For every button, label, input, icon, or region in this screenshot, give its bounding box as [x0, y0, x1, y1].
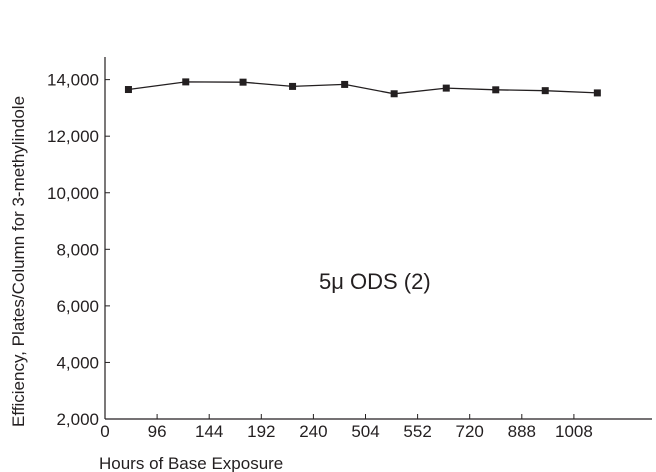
data-point — [341, 80, 349, 88]
x-axis-label: Hours of Base Exposure — [99, 454, 283, 472]
series-line — [128, 81, 598, 95]
data-point — [541, 87, 549, 95]
data-point — [182, 78, 190, 86]
x-tick-label: 888 — [508, 422, 536, 441]
y-tick-label: 2,000 — [56, 410, 99, 429]
data-point — [124, 86, 132, 94]
y-tick-label: 8,000 — [56, 240, 99, 259]
data-point — [593, 89, 601, 97]
y-tick-label: 4,000 — [56, 353, 99, 372]
x-tick-label: 0 — [100, 422, 109, 441]
x-tick-label: 96 — [148, 422, 167, 441]
x-tick-label: 144 — [195, 422, 223, 441]
y-tick-label: 12,000 — [47, 127, 99, 146]
x-axis-ticks: 0 96 144 192 240 504 552 720 888 1008 — [100, 414, 593, 441]
y-axis-ticks: 2,000 4,000 6,000 8,000 10,000 12,000 14,000 — [47, 71, 110, 429]
data-point — [239, 78, 247, 86]
data-series — [124, 78, 601, 98]
x-tick-label: 192 — [247, 422, 275, 441]
y-axis-label: Efficiency, Plates/Column for 3-methylin… — [9, 96, 28, 427]
x-tick-label: 552 — [403, 422, 431, 441]
y-tick-label: 6,000 — [56, 297, 99, 316]
data-point — [442, 84, 450, 92]
y-tick-label: 14,000 — [47, 71, 99, 90]
x-tick-label: 240 — [299, 422, 327, 441]
data-point — [390, 90, 398, 98]
chart-annotation: 5μ ODS (2) — [319, 269, 431, 294]
data-point — [492, 86, 500, 94]
x-tick-label: 720 — [456, 422, 484, 441]
data-point — [289, 82, 297, 90]
y-tick-label: 10,000 — [47, 184, 99, 203]
x-tick-label: 1008 — [555, 422, 593, 441]
x-tick-label: 504 — [351, 422, 379, 441]
axes — [104, 57, 652, 420]
